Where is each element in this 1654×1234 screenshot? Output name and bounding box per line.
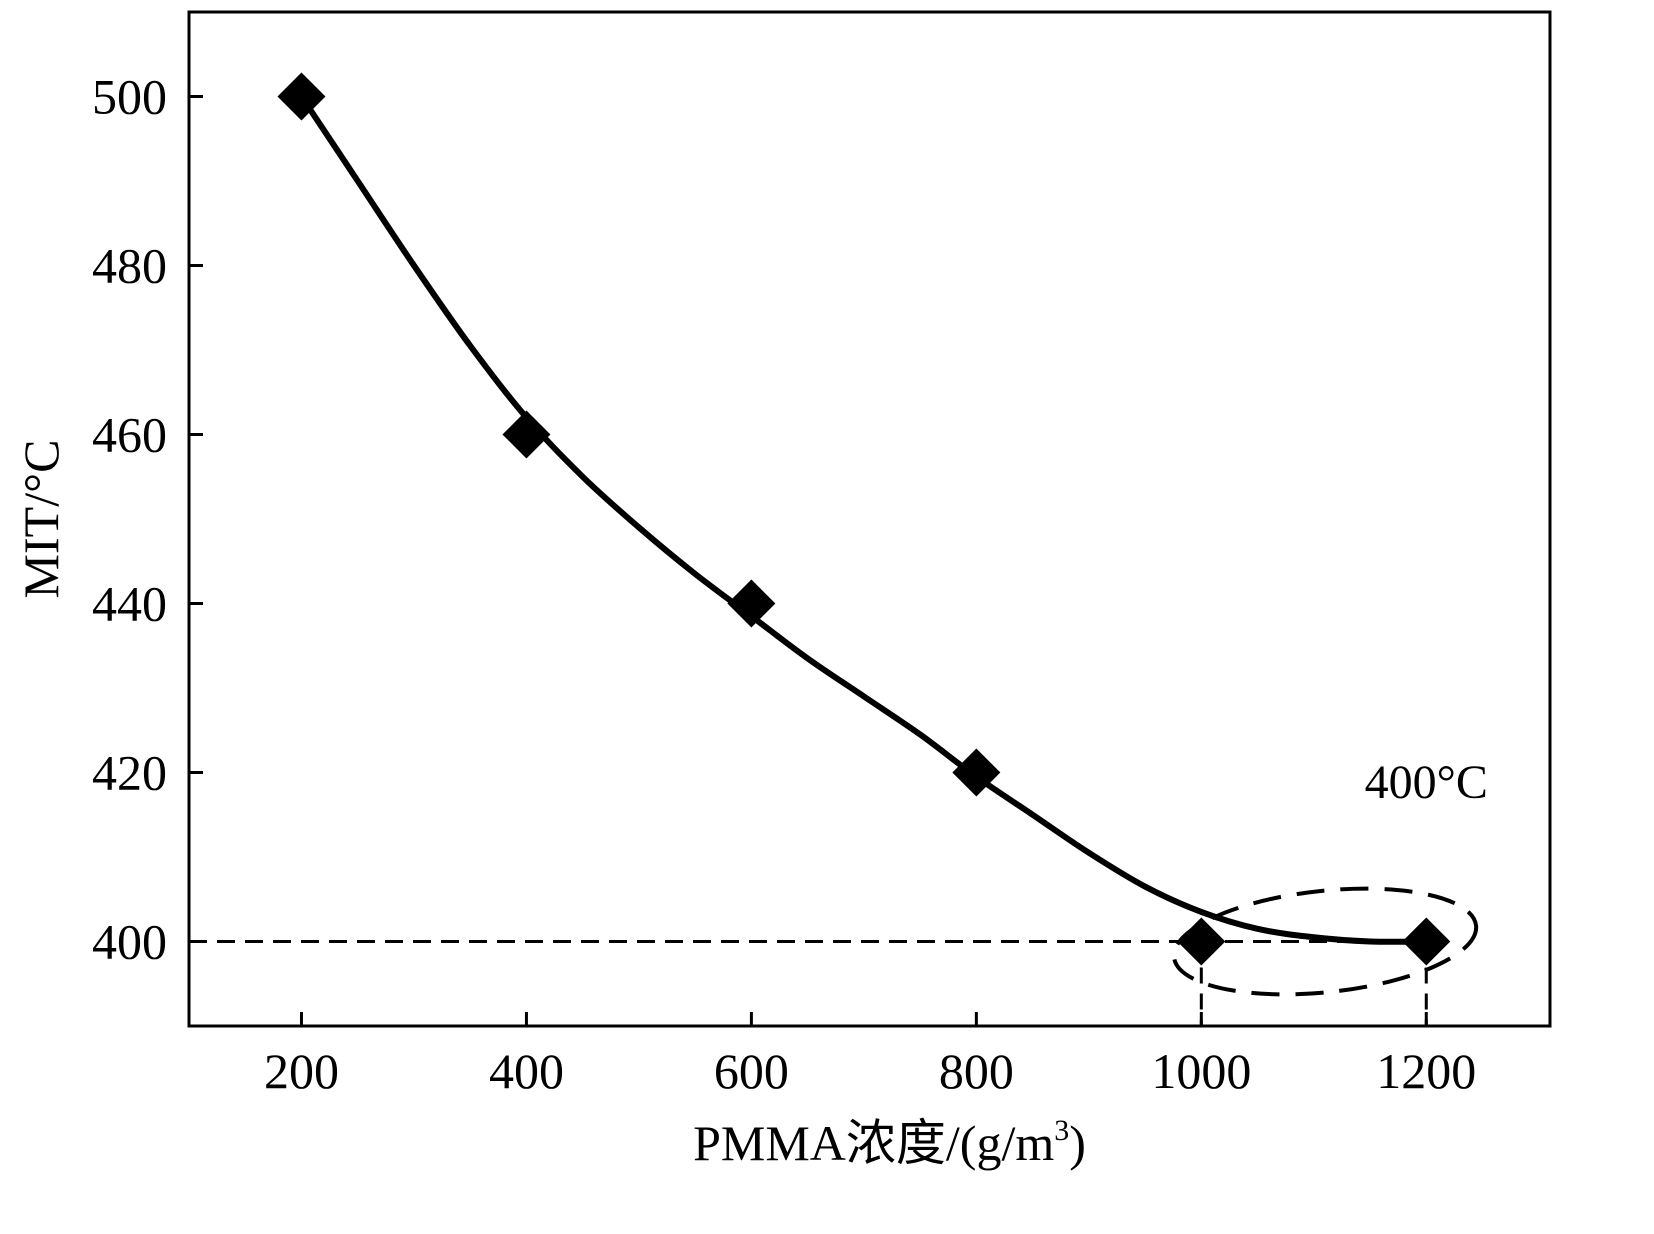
fit-curve-layer xyxy=(298,94,1427,945)
annotation-ellipse xyxy=(1171,886,1479,997)
x-tick-label-800: 800 xyxy=(939,1043,1014,1099)
tick-labels: 200 400 600 800 1000 1200 400 420 440 460 480 500 xyxy=(92,69,1476,1100)
y-tick-label-440: 440 xyxy=(92,576,167,632)
y-tick-label-420: 420 xyxy=(92,745,167,801)
x-tick-label-400: 400 xyxy=(489,1043,564,1099)
data-point-1200 xyxy=(1402,917,1451,966)
data-point-800 xyxy=(952,748,1001,797)
chart: 200 400 600 800 1000 1200 400 420 440 460 480 500 P… xyxy=(13,10,1552,1171)
x-axis-title: PMMA浓度/(g/m3) xyxy=(693,1114,1086,1171)
data-point-1000 xyxy=(1177,917,1226,966)
y-tick-label-400: 400 xyxy=(92,914,167,970)
y-axis-title: MIT/°C xyxy=(13,440,69,599)
plot-frame xyxy=(187,10,1552,1028)
tick-marks xyxy=(189,95,1428,1026)
x-tick-label-1200: 1200 xyxy=(1376,1043,1476,1099)
y-tick-label-460: 460 xyxy=(92,407,167,463)
data-markers xyxy=(277,72,1451,966)
y-tick-label-480: 480 xyxy=(92,238,167,294)
data-point-600 xyxy=(727,579,776,628)
reference-layer xyxy=(189,886,1479,1026)
x-tick-label-600: 600 xyxy=(714,1043,789,1099)
fit-curve xyxy=(298,94,1427,945)
data-point-400 xyxy=(502,410,551,459)
y-tick-label-500: 500 xyxy=(92,69,167,125)
data-point-200 xyxy=(277,72,326,121)
x-tick-label-200: 200 xyxy=(264,1043,339,1099)
annotation-400c: 400°C xyxy=(1365,756,1488,809)
x-tick-label-1000: 1000 xyxy=(1151,1043,1251,1099)
